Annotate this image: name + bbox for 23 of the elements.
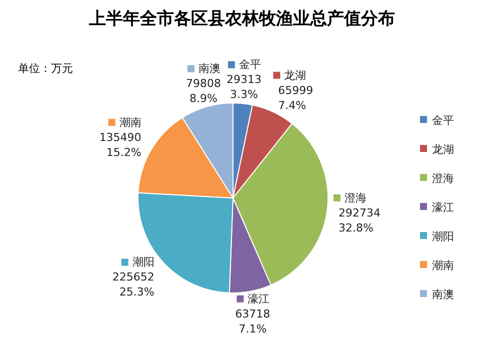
category-label: 潮阳 (432, 230, 454, 243)
legend-label: 澄海 (344, 191, 366, 204)
legend-label: 潮阳 (132, 256, 154, 269)
category-label: 金平 (432, 114, 454, 127)
chart-title: 上半年全市各区县农林牧渔业总产值分布 (88, 9, 395, 29)
category-label: 潮南 (432, 259, 454, 272)
data-label: 65999 7.4% (278, 84, 314, 112)
category-label: 濠江 (432, 201, 454, 214)
data-label: 135490 15.2% (99, 130, 142, 159)
data-label: 63718 7.1% (235, 307, 270, 336)
category-label: 龙湖 (432, 143, 454, 156)
data-label: 29313 3.3% (226, 73, 262, 102)
legend-label: 南澳 (198, 62, 221, 76)
legend-label: 潮南 (119, 116, 142, 129)
legend-label: 濠江 (248, 292, 270, 306)
text: 单位：万元 (18, 62, 73, 75)
data-label: 292734 32.8% (338, 206, 380, 234)
data-label: 225652 25.3% (112, 270, 154, 299)
legend-label: 金平 (238, 58, 261, 72)
legend-label: 龙湖 (284, 68, 306, 82)
category-label: 澄海 (432, 172, 454, 185)
category-label: 南澳 (432, 288, 454, 301)
data-label: 79808 8.9% (186, 77, 222, 106)
